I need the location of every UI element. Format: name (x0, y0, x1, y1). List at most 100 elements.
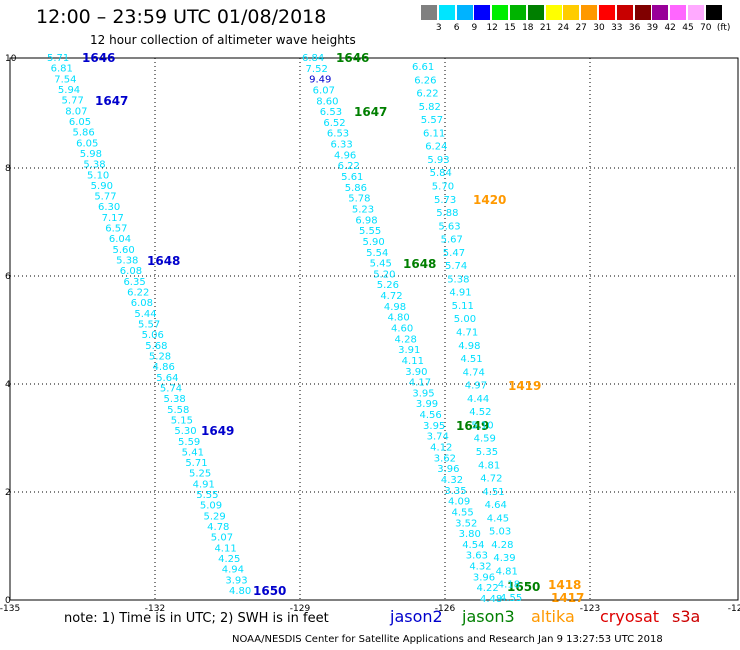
x-tick-label: -123 (580, 604, 600, 614)
swh-value: 7.17 (102, 213, 124, 224)
swh-value: 5.90 (91, 181, 113, 192)
swh-value: 5.54 (366, 248, 388, 259)
swh-value: 4.56 (419, 410, 441, 421)
legend-swatch (527, 5, 544, 20)
y-axis-ticks: 0 2 4 6 8 10 (5, 54, 17, 606)
x-tick-label: -132 (145, 604, 165, 614)
altika-track: 6.61 6.26 6.22 5.82 5.57 6.11 6.24 5.93 5.84 5.70… (412, 62, 584, 605)
swh-value: 6.53 (320, 107, 342, 118)
swh-value: 3.35 (444, 486, 466, 497)
time-label: 1418 (548, 578, 581, 592)
swh-value: 4.96 (334, 150, 356, 161)
grid-lines (10, 58, 738, 600)
page-subtitle: 12 hour collection of altimeter wave hei… (90, 33, 356, 47)
swh-value: 4.86 (153, 362, 175, 373)
page-title: 12:00 – 23:59 UTC 01/08/2018 (36, 6, 327, 28)
swh-value: 5.38 (116, 256, 138, 267)
swh-value: 8.07 (65, 106, 87, 117)
jason2-track: 5.716.817.545.945.778.076.055.866.055.98… (47, 51, 286, 598)
swh-value: 5.10 (87, 170, 109, 181)
time-label: 1647 (354, 105, 387, 119)
legend-label: 45 (682, 23, 694, 33)
swh-value: 6.53 (327, 129, 349, 140)
legend-swatch (688, 5, 704, 20)
legend-label: 70 (700, 23, 712, 33)
swh-value: 6.08 (120, 266, 142, 277)
swh-value: 4.91 (449, 288, 471, 299)
swh-value: 3.96 (437, 464, 459, 475)
swh-value: 6.33 (330, 140, 352, 151)
jason3-track: 6.847.529.496.078.606.536.526.536.334.96… (302, 51, 540, 605)
swh-value: 5.58 (167, 405, 189, 416)
swh-value: 4.39 (493, 553, 515, 564)
legend-label: 18 (522, 23, 534, 33)
swh-value: 7.54 (54, 74, 76, 85)
swh-value: 4.22 (476, 583, 498, 594)
swh-value: 5.84 (430, 168, 452, 179)
x-axis-ticks: -135 -132 -129 -126 -123 -120 (0, 604, 740, 614)
swh-value: 5.59 (178, 437, 200, 448)
swh-value: 4.54 (462, 540, 484, 551)
swh-value: 6.61 (412, 62, 434, 73)
swh-value: 6.52 (323, 118, 345, 129)
swh-value: 9.49 (309, 75, 331, 86)
legend-label: 30 (593, 23, 605, 33)
swh-value: 5.88 (436, 208, 458, 219)
legend-swatch (670, 5, 687, 20)
swh-value: 4.64 (485, 500, 507, 511)
time-label: 1647 (95, 94, 128, 108)
legend-label: 24 (557, 23, 570, 33)
swh-value: 6.07 (313, 85, 335, 96)
satellite-s3a: s3a (672, 607, 701, 626)
swh-value: 4.55 (500, 593, 522, 604)
y-tick-label: 6 (5, 272, 11, 282)
legend-label: 33 (611, 23, 623, 33)
swh-value: 5.47 (443, 248, 465, 259)
legend-label: 6 (453, 23, 460, 33)
swh-value: 5.30 (174, 426, 196, 437)
swh-value: 5.63 (438, 221, 460, 232)
swh-value: 6.04 (109, 234, 131, 245)
swh-value: 5.25 (189, 469, 211, 480)
legend-label: (ft) (716, 23, 731, 33)
swh-value: 5.11 (452, 301, 474, 312)
swh-value: 5.09 (200, 501, 222, 512)
swh-value: 5.77 (94, 192, 116, 203)
swh-value: 3.95 (423, 421, 445, 432)
swh-value: 3.93 (225, 575, 247, 586)
swh-value: 8.60 (316, 96, 338, 107)
time-label: 1417 (551, 591, 584, 605)
time-label: 1646 (336, 51, 369, 65)
swh-value: 4.18 (498, 580, 520, 591)
swh-value: 5.74 (445, 261, 467, 272)
legend-swatch (421, 5, 437, 20)
swh-value: 3.96 (473, 572, 495, 583)
swh-value: 4.11 (402, 356, 424, 367)
swh-value: 3.63 (466, 551, 488, 562)
swh-value: 6.05 (76, 138, 98, 149)
map-frame (9, 57, 739, 601)
legend-swatch (563, 5, 580, 20)
swh-value: 6.24 (425, 142, 447, 153)
swh-value: 5.06 (142, 330, 164, 341)
y-tick-label: 8 (5, 164, 11, 174)
swh-value: 4.28 (395, 334, 417, 345)
swh-value: 5.90 (363, 237, 385, 248)
swh-value: 4.81 (496, 566, 518, 577)
swh-value: 5.61 (341, 172, 363, 183)
swh-value: 6.22 (416, 89, 438, 100)
swh-value: 4.60 (391, 324, 413, 335)
time-label: 1650 (253, 584, 286, 598)
swh-value: 7.52 (306, 64, 328, 75)
swh-value: 5.70 (432, 181, 454, 192)
swh-value: 5.67 (441, 235, 463, 246)
time-label: 1648 (403, 257, 436, 271)
swh-value: 5.68 (145, 341, 167, 352)
swh-value: 5.45 (370, 259, 392, 270)
swh-value: 5.86 (72, 128, 94, 139)
legend-swatch (545, 5, 562, 20)
y-tick-label: 0 (5, 596, 11, 606)
swh-value: 4.28 (491, 540, 513, 551)
swh-value: 4.09 (448, 497, 470, 508)
time-label: 1420 (473, 193, 506, 207)
